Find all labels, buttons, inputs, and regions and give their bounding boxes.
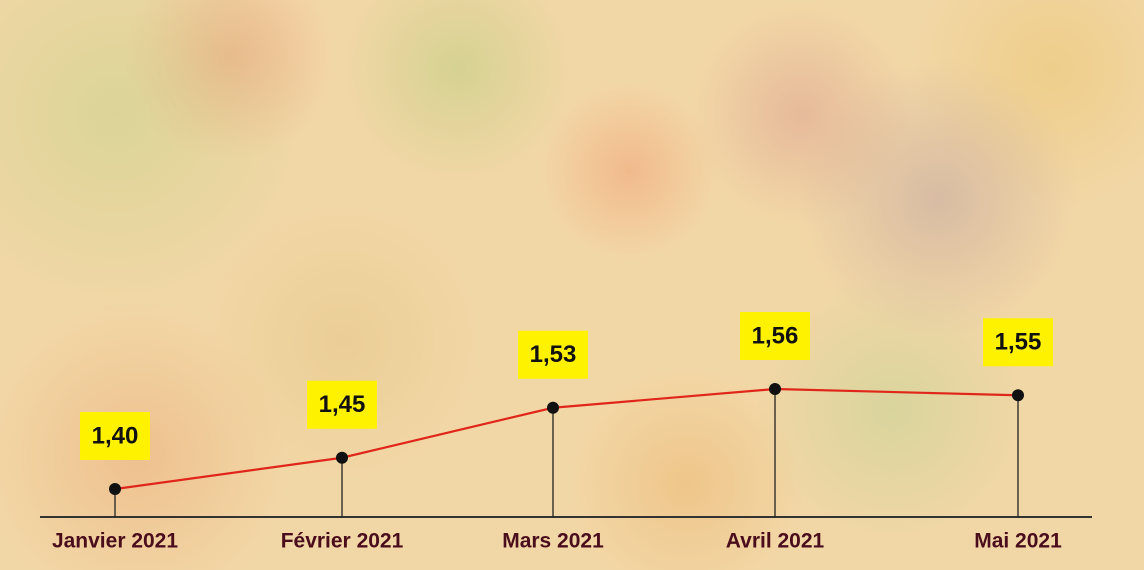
point xyxy=(1012,389,1024,401)
chart: 1,40 Janvier 2021 1,45 Février 2021 1,53 Mars… xyxy=(0,0,1144,570)
x-tick-label: Mars 2021 xyxy=(502,530,604,553)
x-tick-label: Avril 2021 xyxy=(726,530,825,553)
x-tick-label: Mai 2021 xyxy=(974,530,1062,553)
value-label: 1,53 xyxy=(530,341,577,368)
value-label: 1,56 xyxy=(752,322,799,349)
x-tick-label: Février 2021 xyxy=(281,530,404,553)
point xyxy=(547,402,559,414)
point xyxy=(336,452,348,464)
value-label: 1,45 xyxy=(319,391,366,418)
point xyxy=(769,383,781,395)
point xyxy=(109,483,121,495)
value-label: 1,40 xyxy=(92,422,139,449)
line xyxy=(115,389,1018,489)
value-label: 1,55 xyxy=(995,329,1042,356)
infographic: 1,40 Janvier 2021 1,45 Février 2021 1,53 Mars… xyxy=(0,0,1144,570)
x-tick-label: Janvier 2021 xyxy=(52,530,178,553)
